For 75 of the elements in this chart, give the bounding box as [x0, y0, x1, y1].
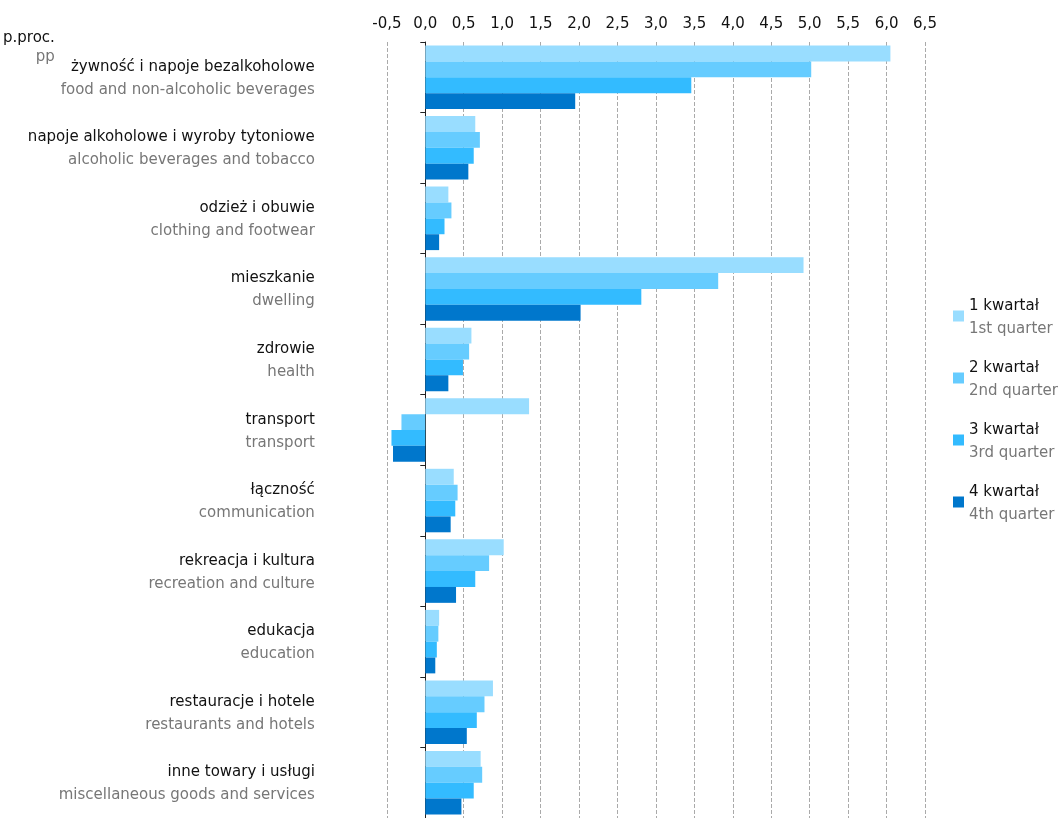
legend-label: 2 kwartał 2nd quarter [969, 357, 1059, 399]
bar [425, 782, 474, 799]
bar [425, 586, 457, 603]
bar [425, 468, 454, 485]
y-tick-label: łączność communication [198, 480, 315, 522]
x-tick-label: 1,0 [490, 13, 515, 32]
y-tick-label: mieszkanie dwelling [230, 268, 315, 310]
bar [425, 609, 440, 626]
x-tick-label: 2,0 [567, 13, 591, 32]
bar [425, 398, 530, 415]
y-tick-label: inne towary i usługi miscellaneous goods and services [58, 762, 316, 804]
x-tick-label: 3,0 [644, 13, 668, 32]
legend-label: 4 kwartał 4th quarter [969, 481, 1056, 523]
x-tick-label: 2,5 [605, 13, 630, 32]
bar [425, 202, 452, 219]
bar [425, 234, 440, 251]
bar [425, 516, 451, 533]
y-tick-label: odzież i obuwie clothing and footwear [150, 197, 316, 239]
x-axis-title: p.proc. pp [3, 27, 55, 65]
bar [401, 414, 426, 430]
bar [425, 571, 476, 587]
x-tick-label: 0,0 [413, 13, 438, 32]
bar [425, 61, 812, 78]
bar [425, 304, 581, 321]
bar [425, 273, 719, 289]
bar [425, 680, 493, 697]
bar [425, 131, 480, 148]
bar [425, 359, 463, 376]
bar [425, 728, 467, 744]
x-tick-label: 6,5 [913, 13, 937, 32]
y-tick-label: edukacja education [240, 621, 315, 663]
y-tick-label: zdrowie health [256, 338, 315, 380]
x-tick-label: -0,5 [372, 13, 402, 32]
bar [425, 484, 458, 501]
bar [425, 798, 462, 815]
bar [425, 750, 481, 767]
bar [425, 712, 477, 729]
bar [425, 45, 891, 62]
bar [425, 257, 804, 274]
bar [425, 500, 456, 517]
x-tick-label: 1,5 [528, 13, 553, 32]
y-tick-label: restauracje i hotele restaurants and hotels [145, 691, 316, 733]
bar [425, 375, 449, 392]
legend-label: 3 kwartał 3rd quarter [969, 419, 1056, 461]
bar [425, 766, 483, 783]
bar [425, 343, 470, 360]
bar [425, 327, 472, 344]
bar [425, 147, 474, 164]
y-tick-label: transport transport [245, 409, 315, 451]
bar [425, 186, 449, 203]
bar [391, 430, 426, 446]
bar [425, 218, 445, 235]
bar [425, 116, 476, 132]
x-tick-label: 6,0 [874, 13, 899, 32]
bar [425, 288, 642, 305]
bar [425, 641, 437, 658]
x-tick-label: 4,5 [759, 13, 784, 32]
bar [425, 696, 485, 713]
x-tick-label: 5,0 [797, 13, 822, 32]
x-tick-label: 0,5 [451, 13, 476, 32]
y-tick-label: rekreacja i kultura recreation and culture [148, 550, 315, 592]
y-tick-label: napoje alkoholowe i wyroby tytoniowe alcoholic beverages and tobacco [27, 127, 315, 169]
bar [425, 539, 504, 556]
y-tick-label: żywność i napoje bezalkoholowe food and non-alcoholic beverages [60, 56, 316, 98]
bar [425, 163, 469, 180]
bar [425, 93, 576, 110]
x-tick-label: 4,0 [720, 13, 745, 32]
bar [425, 555, 490, 572]
bar [425, 625, 439, 642]
bar [425, 77, 692, 94]
legend-label: 1 kwartał 1st quarter [969, 295, 1054, 337]
x-tick-label: 3,5 [682, 13, 707, 32]
bar [425, 657, 436, 674]
x-tick-label: 5,5 [836, 13, 861, 32]
bar [393, 445, 426, 462]
